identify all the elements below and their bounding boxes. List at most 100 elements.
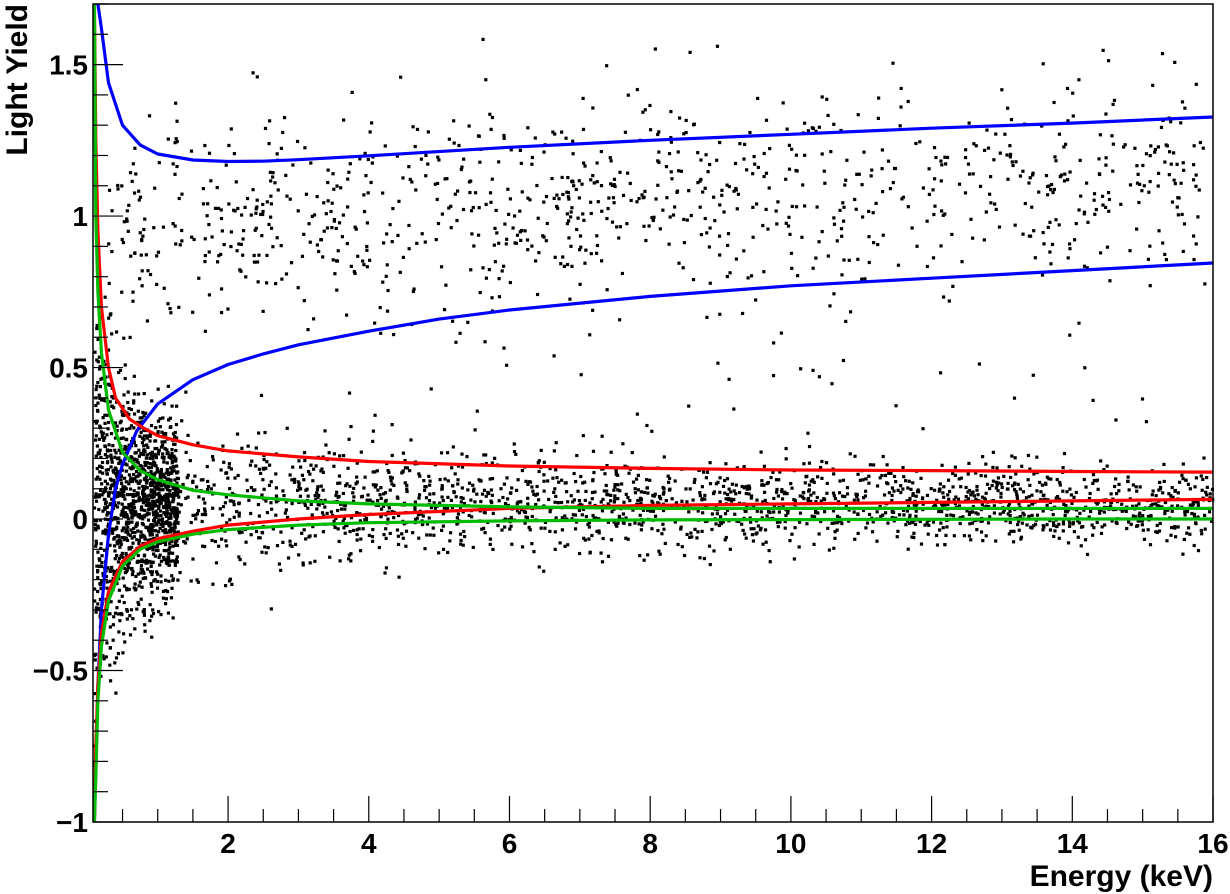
data-point bbox=[376, 498, 380, 503]
data-point bbox=[1154, 494, 1158, 498]
data-point bbox=[1109, 504, 1113, 508]
data-point bbox=[108, 646, 112, 650]
data-point bbox=[126, 506, 130, 510]
data-point bbox=[901, 195, 906, 199]
data-point bbox=[97, 507, 101, 512]
data-point bbox=[125, 586, 129, 591]
data-point bbox=[696, 509, 700, 513]
data-point bbox=[383, 499, 387, 504]
data-point bbox=[1016, 482, 1020, 486]
data-point bbox=[895, 535, 899, 539]
data-point bbox=[937, 528, 942, 532]
data-point bbox=[153, 545, 157, 549]
data-point bbox=[392, 332, 396, 337]
data-point bbox=[1183, 510, 1187, 514]
data-point bbox=[260, 493, 264, 497]
y-tick-label: −0.5 bbox=[33, 656, 88, 687]
data-point bbox=[832, 122, 836, 126]
data-point bbox=[147, 525, 151, 530]
data-point bbox=[680, 499, 684, 503]
data-point bbox=[129, 476, 133, 480]
data-point bbox=[103, 488, 108, 493]
data-point bbox=[1114, 477, 1118, 481]
data-point bbox=[133, 451, 137, 455]
data-point bbox=[762, 483, 766, 487]
data-point bbox=[401, 255, 405, 260]
data-point bbox=[438, 477, 442, 482]
data-point bbox=[650, 216, 654, 220]
data-point bbox=[742, 157, 746, 161]
data-point bbox=[482, 488, 487, 492]
data-point bbox=[355, 532, 359, 537]
data-point bbox=[718, 490, 722, 494]
data-point bbox=[117, 588, 121, 592]
data-point bbox=[1061, 529, 1065, 533]
scatter-points bbox=[92, 37, 1215, 767]
data-point bbox=[136, 481, 140, 485]
data-point bbox=[969, 493, 973, 497]
data-point bbox=[183, 541, 188, 545]
data-point bbox=[220, 537, 224, 541]
data-point bbox=[935, 533, 939, 538]
data-point bbox=[870, 168, 874, 172]
data-point bbox=[174, 448, 178, 453]
data-point bbox=[146, 445, 150, 450]
data-point bbox=[774, 490, 779, 494]
data-point bbox=[413, 518, 418, 522]
data-point bbox=[658, 227, 662, 231]
data-point bbox=[861, 215, 865, 219]
data-point bbox=[131, 499, 135, 503]
data-point bbox=[473, 500, 477, 504]
data-point bbox=[1105, 464, 1109, 468]
data-point bbox=[105, 505, 109, 509]
data-point bbox=[591, 308, 595, 312]
data-point bbox=[1045, 193, 1050, 197]
data-point bbox=[404, 544, 408, 548]
data-point bbox=[315, 507, 319, 511]
data-point bbox=[217, 544, 221, 548]
data-point bbox=[595, 234, 599, 238]
data-point bbox=[1155, 530, 1160, 534]
data-point bbox=[432, 501, 436, 505]
data-point bbox=[108, 400, 112, 404]
data-point bbox=[845, 492, 850, 496]
data-point bbox=[107, 494, 111, 498]
band-curves bbox=[92, 3, 1214, 823]
data-point bbox=[133, 392, 137, 396]
data-point bbox=[713, 219, 717, 223]
data-point bbox=[1021, 232, 1025, 236]
data-point bbox=[1006, 106, 1010, 110]
data-point bbox=[428, 533, 432, 537]
data-point bbox=[986, 521, 991, 525]
data-point bbox=[877, 96, 881, 100]
data-point bbox=[306, 506, 310, 510]
data-point bbox=[97, 437, 102, 441]
data-point bbox=[516, 478, 520, 482]
data-point bbox=[1140, 397, 1145, 401]
data-point bbox=[756, 165, 760, 170]
data-point bbox=[315, 243, 320, 247]
data-point bbox=[365, 244, 369, 249]
data-point bbox=[399, 75, 403, 79]
data-point bbox=[508, 280, 512, 285]
data-point bbox=[984, 210, 988, 214]
data-point bbox=[149, 584, 154, 588]
data-point bbox=[193, 474, 197, 478]
data-point bbox=[755, 202, 759, 206]
data-point bbox=[512, 450, 517, 454]
data-point bbox=[115, 470, 120, 474]
data-point bbox=[251, 488, 256, 493]
data-point bbox=[466, 320, 470, 324]
data-point bbox=[370, 535, 375, 539]
data-point bbox=[1188, 532, 1192, 536]
data-point bbox=[261, 466, 265, 470]
data-point bbox=[745, 487, 749, 491]
data-point bbox=[446, 550, 450, 555]
data-point bbox=[687, 404, 691, 408]
data-point bbox=[180, 192, 184, 196]
data-point bbox=[584, 248, 588, 252]
data-point bbox=[344, 313, 349, 317]
data-point bbox=[304, 192, 309, 196]
data-point bbox=[291, 163, 295, 167]
data-point bbox=[412, 287, 416, 291]
